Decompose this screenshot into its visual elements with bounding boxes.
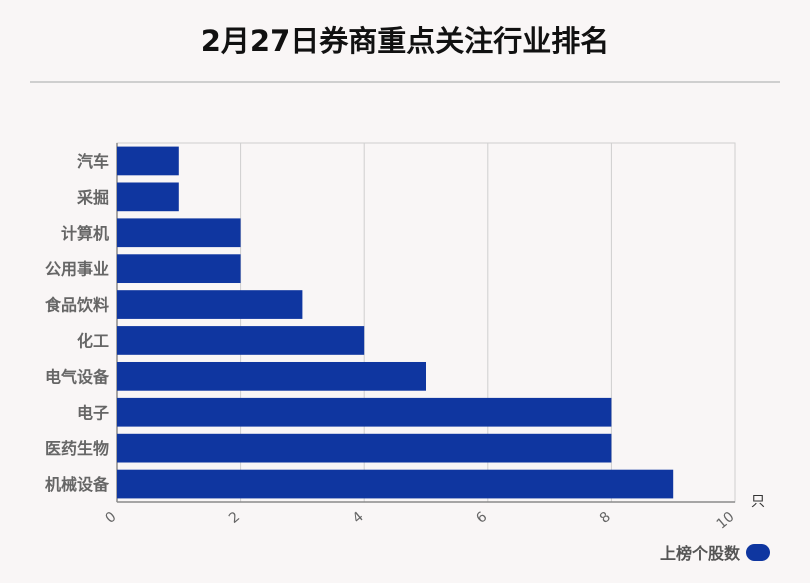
category-label: 电气设备: [45, 367, 110, 386]
bar-6: [117, 361, 426, 391]
x-tick-label: 6: [473, 509, 490, 527]
x-tick-label: 8: [597, 509, 614, 527]
chart-title: 2月27日券商重点关注行业排名: [200, 24, 610, 58]
bar-1: [117, 182, 179, 212]
title-divider: [30, 81, 780, 83]
category-label: 医药生物: [45, 439, 109, 458]
x-tick-label: 10: [714, 509, 738, 533]
category-label: 化工: [77, 331, 109, 350]
category-label: 采掘: [76, 188, 109, 207]
x-tick-label: 4: [350, 509, 367, 527]
legend-label: 上榜个股数: [659, 544, 740, 563]
category-label: 机械设备: [45, 475, 110, 494]
bar-0: [117, 146, 179, 176]
bar-3: [117, 254, 241, 284]
bar-5: [117, 326, 365, 355]
legend-swatch: [746, 543, 770, 561]
legend[interactable]: 上榜个股数: [660, 540, 770, 564]
category-label: 食品饮料: [44, 296, 109, 315]
category-label: 汽车: [77, 152, 109, 171]
x-tick-label: 0: [102, 509, 119, 527]
x-unit-label: 只: [751, 494, 765, 510]
bar-9: [117, 469, 674, 499]
bar-7: [117, 397, 612, 427]
category-label: 计算机: [61, 224, 109, 243]
bar-8: [117, 433, 612, 463]
bar-2: [117, 218, 241, 248]
category-label: 公用事业: [45, 260, 109, 279]
category-label: 电子: [77, 403, 109, 422]
x-tick-label: 2: [226, 509, 243, 527]
bar-4: [117, 290, 303, 319]
